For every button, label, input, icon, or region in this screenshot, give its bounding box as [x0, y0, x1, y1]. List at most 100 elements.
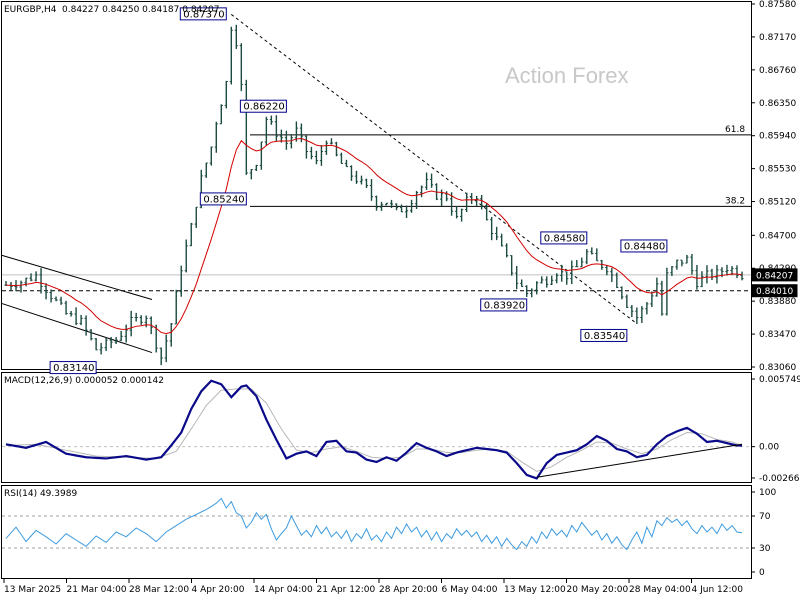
falling-trendline [231, 14, 638, 325]
ohlc-bar [550, 275, 554, 285]
rsi-axis-label: 70 [759, 512, 771, 522]
time-axis-label: 13 May 12:00 [504, 585, 566, 595]
price-annotation-text: 0.85240 [203, 194, 244, 205]
ohlc-bar [34, 271, 38, 282]
ohlc-bar [625, 294, 629, 309]
ohlc-bar [124, 324, 128, 343]
ohlc-bar [44, 283, 48, 300]
price-annotation: 0.83540 [580, 328, 628, 342]
ohlc-bar [379, 201, 384, 211]
macd-axis-label: -0.002663 [759, 474, 800, 484]
ohlc-bar [94, 338, 98, 351]
time-axis-label: 14 Apr 04:00 [254, 585, 313, 595]
rsi-layer [2, 497, 751, 551]
watermark: Action Forex [505, 63, 629, 88]
ohlc-bar [675, 259, 679, 270]
current-price-badge-bg [751, 268, 798, 282]
ohlc-bar [480, 194, 484, 210]
price-axis-label: 0.83880 [759, 297, 796, 307]
ohlc-label: 0.84227 0.84250 0.84187 0.84207 [62, 5, 219, 15]
ohlc-bar [209, 146, 213, 166]
price-axis-label: 0.87170 [759, 33, 796, 43]
ohlc-bar [725, 264, 729, 276]
ohlc-bar [229, 26, 233, 85]
ohlc-bar [605, 265, 609, 276]
ohlc-bar [404, 205, 409, 219]
price-annotation: 0.87370 [179, 7, 227, 21]
ohlc-bar [264, 116, 268, 146]
ohlc-bar [89, 329, 93, 341]
ohlc-bar [680, 259, 684, 267]
price-annotation-box [199, 192, 247, 206]
support-level-badge: 0.84010 [751, 284, 798, 298]
ohlc-bar [369, 179, 374, 201]
macd-axis-label: 0.00 [759, 443, 779, 453]
price-axis-label: 0.85530 [759, 165, 796, 175]
ohlc-bar [540, 276, 544, 284]
time-axis-label: 20 May 20:00 [567, 585, 629, 595]
ohlc-bar [24, 277, 28, 287]
price-annotation-text: 0.83140 [53, 363, 94, 374]
ohlc-bar [274, 115, 278, 141]
ohlc-bar [299, 123, 304, 143]
ohlc-bar [555, 273, 559, 284]
ohlc-bar [635, 307, 639, 325]
price-axis-label: 0.87580 [759, 0, 796, 10]
ohlc-bar [244, 79, 248, 175]
ohlc-bar [284, 130, 288, 150]
ohlc-bar [399, 204, 404, 213]
ohlc-bar [74, 307, 78, 326]
ohlc-bar [204, 162, 208, 178]
price-annotation-box [179, 7, 227, 21]
macd-signal-line [5, 388, 743, 472]
ohlc-bar [9, 281, 13, 291]
price-axis-label: 0.85120 [759, 198, 796, 208]
ohlc-bar [500, 233, 504, 247]
price-axis-label: 0.86350 [759, 99, 796, 109]
ohlc-bar [560, 264, 564, 282]
ohlc-bar [239, 43, 243, 92]
support-level-badge-bg [751, 284, 798, 298]
ohlc-bar [389, 199, 394, 209]
ohlc-bar [485, 202, 489, 221]
ohlc-bar [640, 306, 644, 323]
channel-upper-line [1, 254, 153, 301]
macd-layer [2, 379, 751, 480]
ohlc-bar [334, 141, 339, 157]
ohlc-bar [139, 315, 143, 325]
ohlc-bar [314, 150, 319, 165]
time-axis-label: 4 Jun 12:00 [692, 585, 744, 595]
price-annotation: 0.83140 [49, 361, 97, 375]
fib-level-label: 61.8 [725, 125, 745, 135]
price-annotation-box [49, 361, 97, 375]
ohlc-bar [254, 164, 258, 171]
price-annotation: 0.86220 [239, 99, 287, 113]
price-annotation: 0.83920 [480, 298, 528, 312]
ohlc-bar [465, 192, 469, 212]
ohlc-bar [515, 266, 519, 290]
ohlc-bar [319, 145, 324, 166]
ohlc-bar [329, 138, 334, 145]
ohlc-bar [630, 305, 634, 318]
ohlc-bar [184, 239, 188, 273]
ohlc-bar [309, 146, 314, 160]
price-annotation: 0.84580 [540, 231, 588, 245]
ohlc-bar [224, 80, 228, 109]
time-axis-label: 13 Mar 2025 [4, 585, 61, 595]
price-annotation-text: 0.84480 [624, 241, 665, 252]
ohlc-bar [409, 199, 414, 213]
price-axis-label: 0.85940 [759, 132, 796, 142]
price-annotation: 0.84480 [620, 239, 668, 253]
time-axis-label: 4 Apr 20:00 [192, 585, 245, 595]
ohlc-bar [324, 140, 329, 155]
rsi-axis-label: 0 [759, 568, 765, 578]
ohlc-bar [119, 330, 123, 342]
ohlc-bar [29, 273, 33, 282]
ohlc-bar [289, 134, 293, 149]
ohlc-bar [565, 271, 569, 285]
current-price-badge-text: 0.84207 [756, 271, 793, 281]
ohlc-bar [169, 323, 173, 347]
ohlc-bar [194, 206, 198, 228]
ohlc-bar [525, 285, 529, 297]
